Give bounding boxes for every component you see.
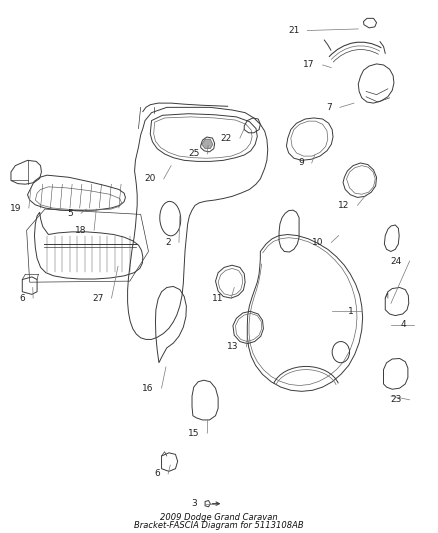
Text: 2009 Dodge Grand Caravan: 2009 Dodge Grand Caravan (160, 513, 278, 522)
Text: 6: 6 (20, 294, 25, 303)
Text: 12: 12 (338, 201, 350, 210)
Text: 13: 13 (227, 342, 239, 351)
Text: 23: 23 (390, 395, 402, 405)
Text: 22: 22 (221, 134, 232, 143)
Text: 15: 15 (188, 429, 199, 438)
Text: 6: 6 (155, 470, 160, 479)
Text: 1: 1 (348, 307, 354, 316)
Text: 24: 24 (391, 256, 402, 265)
Text: 18: 18 (75, 226, 86, 235)
Polygon shape (201, 139, 213, 149)
Text: 11: 11 (212, 294, 223, 303)
Text: Bracket-FASCIA Diagram for 5113108AB: Bracket-FASCIA Diagram for 5113108AB (134, 521, 304, 530)
Text: 16: 16 (142, 384, 154, 393)
Text: 19: 19 (10, 204, 21, 213)
Text: 21: 21 (288, 26, 300, 35)
Text: 4: 4 (400, 320, 406, 329)
Text: 2: 2 (166, 238, 171, 247)
Text: 5: 5 (67, 209, 73, 218)
Text: 27: 27 (92, 294, 104, 303)
Text: 20: 20 (145, 174, 156, 183)
Text: 9: 9 (298, 158, 304, 167)
Text: 17: 17 (303, 60, 315, 69)
Text: 3: 3 (191, 499, 197, 508)
Text: 25: 25 (188, 149, 199, 158)
Text: 7: 7 (326, 103, 332, 112)
Text: 10: 10 (312, 238, 323, 247)
